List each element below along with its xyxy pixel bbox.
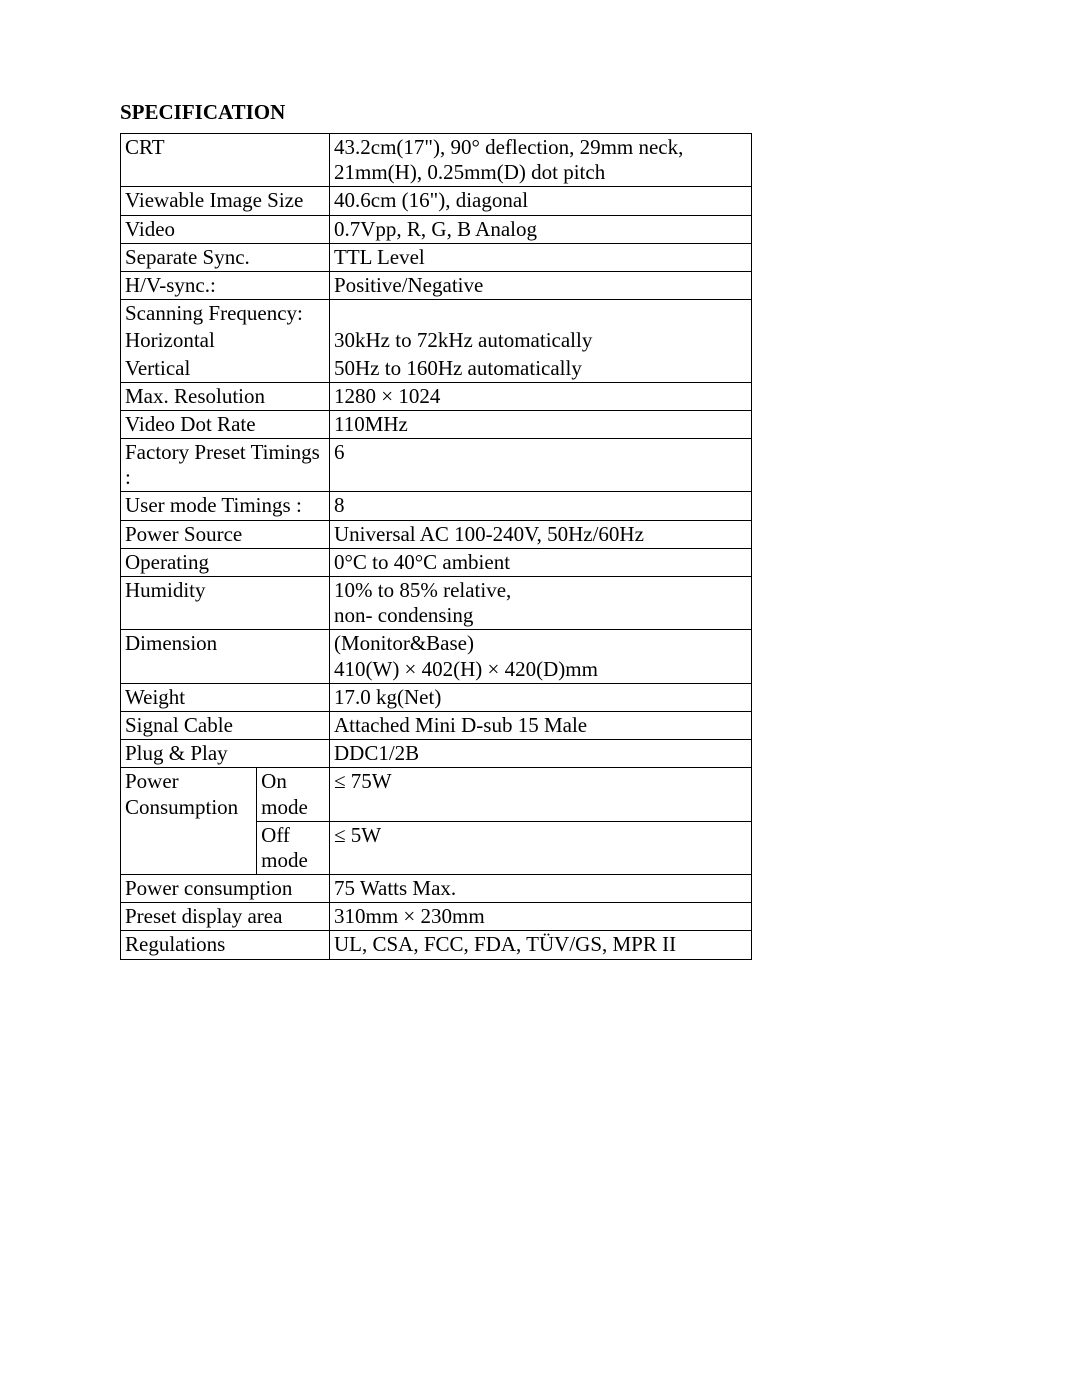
cell-label: Regulations xyxy=(121,931,330,959)
table-row: Operating 0°C to 40°C ambient xyxy=(121,548,752,576)
cell-value: UL, CSA, FCC, FDA, TÜV/GS, MPR II xyxy=(330,931,752,959)
cell-label: Factory Preset Timings : xyxy=(121,439,330,492)
cell-value: 50Hz to 160Hz automatically xyxy=(330,355,752,383)
cell-label xyxy=(121,821,257,874)
cell-label: Vertical xyxy=(121,355,330,383)
table-row: Power Consumption On mode ≤ 75W xyxy=(121,768,752,821)
table-row: CRT 43.2cm(17"), 90° deflection, 29mm ne… xyxy=(121,134,752,187)
table-row: Separate Sync. TTL Level xyxy=(121,243,752,271)
table-row: Power Source Universal AC 100-240V, 50Hz… xyxy=(121,520,752,548)
cell-label: Preset display area xyxy=(121,903,330,931)
cell-label: Signal Cable xyxy=(121,711,330,739)
cell-value: ≤ 75W xyxy=(330,768,752,821)
cell-value: 30kHz to 72kHz automatically xyxy=(330,327,752,354)
cell-sublabel: Off mode xyxy=(257,821,330,874)
cell-value: 310mm × 230mm xyxy=(330,903,752,931)
cell-label: Video xyxy=(121,215,330,243)
cell-label: CRT xyxy=(121,134,330,187)
cell-label: Max. Resolution xyxy=(121,382,330,410)
cell-label: Video Dot Rate xyxy=(121,410,330,438)
table-row: H/V-sync.: Positive/Negative xyxy=(121,271,752,299)
table-row: Signal Cable Attached Mini D-sub 15 Male xyxy=(121,711,752,739)
table-row: Plug & Play DDC1/2B xyxy=(121,740,752,768)
cell-value: Universal AC 100-240V, 50Hz/60Hz xyxy=(330,520,752,548)
cell-value: (Monitor&Base) 410(W) × 402(H) × 420(D)m… xyxy=(330,630,752,683)
cell-label: Scanning Frequency: xyxy=(121,300,330,328)
cell-value: Positive/Negative xyxy=(330,271,752,299)
cell-value: TTL Level xyxy=(330,243,752,271)
cell-label: Power Consumption xyxy=(121,768,257,821)
cell-value: DDC1/2B xyxy=(330,740,752,768)
cell-label: Separate Sync. xyxy=(121,243,330,271)
cell-value: 75 Watts Max. xyxy=(330,875,752,903)
table-row: Viewable Image Size 40.6cm (16"), diagon… xyxy=(121,187,752,215)
cell-value: Attached Mini D-sub 15 Male xyxy=(330,711,752,739)
cell-label: Humidity xyxy=(121,577,330,630)
cell-label: Power Source xyxy=(121,520,330,548)
table-row: Video 0.7Vpp, R, G, B Analog xyxy=(121,215,752,243)
cell-label: Operating xyxy=(121,548,330,576)
table-row: Factory Preset Timings : 6 xyxy=(121,439,752,492)
cell-label: Horizontal xyxy=(121,327,330,354)
cell-label: Weight xyxy=(121,683,330,711)
cell-value xyxy=(330,300,752,328)
cell-label: H/V-sync.: xyxy=(121,271,330,299)
cell-value: 110MHz xyxy=(330,410,752,438)
table-row: Preset display area 310mm × 230mm xyxy=(121,903,752,931)
cell-value: 10% to 85% relative, non- condensing xyxy=(330,577,752,630)
table-row: Off mode ≤ 5W xyxy=(121,821,752,874)
table-row: Max. Resolution 1280 × 1024 xyxy=(121,382,752,410)
table-row: Weight 17.0 kg(Net) xyxy=(121,683,752,711)
cell-value: 43.2cm(17"), 90° deflection, 29mm neck, … xyxy=(330,134,752,187)
cell-value: 8 xyxy=(330,492,752,520)
cell-label: Dimension xyxy=(121,630,330,683)
table-row: Power consumption 75 Watts Max. xyxy=(121,875,752,903)
spec-table: CRT 43.2cm(17"), 90° deflection, 29mm ne… xyxy=(120,133,752,960)
table-row: User mode Timings : 8 xyxy=(121,492,752,520)
cell-label: User mode Timings : xyxy=(121,492,330,520)
cell-label: Power consumption xyxy=(121,875,330,903)
cell-label: Plug & Play xyxy=(121,740,330,768)
table-row: Video Dot Rate 110MHz xyxy=(121,410,752,438)
cell-label: Viewable Image Size xyxy=(121,187,330,215)
cell-sublabel: On mode xyxy=(257,768,330,821)
table-row: Scanning Frequency: xyxy=(121,300,752,328)
cell-value: 0°C to 40°C ambient xyxy=(330,548,752,576)
cell-value: ≤ 5W xyxy=(330,821,752,874)
table-row: Dimension (Monitor&Base) 410(W) × 402(H)… xyxy=(121,630,752,683)
table-row: Vertical 50Hz to 160Hz automatically xyxy=(121,355,752,383)
table-row: Horizontal 30kHz to 72kHz automatically xyxy=(121,327,752,354)
cell-value: 40.6cm (16"), diagonal xyxy=(330,187,752,215)
cell-value: 6 xyxy=(330,439,752,492)
cell-value: 1280 × 1024 xyxy=(330,382,752,410)
table-row: Regulations UL, CSA, FCC, FDA, TÜV/GS, M… xyxy=(121,931,752,959)
table-row: Humidity 10% to 85% relative, non- conde… xyxy=(121,577,752,630)
cell-value: 0.7Vpp, R, G, B Analog xyxy=(330,215,752,243)
cell-value: 17.0 kg(Net) xyxy=(330,683,752,711)
spec-title: SPECIFICATION xyxy=(120,100,960,125)
